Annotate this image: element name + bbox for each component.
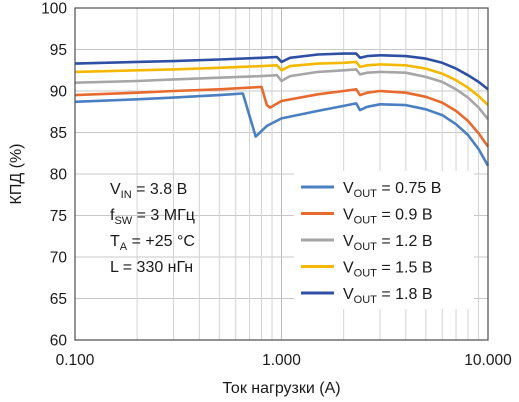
legend: VOUT = 0.75 В VOUT = 0.9 В VOUT = 1.2 В VOU… [301,180,441,306]
test-conditions: VIN = 3.8 В fSW = 3 МГц TA = +25 °C L = 330… [110,181,195,276]
condition-line: L = 330 нГн [110,259,193,276]
y-axis-title: КПД (%) [8,144,25,205]
legend-label-3: VOUT = 1.5 В [343,260,433,280]
x-tick-labels: 0.100 1.000 10.000 [56,352,512,369]
series-line-4 [74,52,489,91]
condition-line: VIN = 3.8 В [110,181,187,201]
y-tick-label: 70 [50,250,68,267]
condition-line: TA = +25 °C [110,233,195,253]
legend-label-2: VOUT = 1.2 В [343,233,433,253]
y-tick-label: 65 [50,291,67,308]
series-line-1 [74,85,490,148]
y-tick-label: 85 [50,125,67,142]
series-line-2 [74,68,490,121]
series-layer [74,52,490,167]
x-tick-label: 1.000 [262,352,301,369]
condition-line: fSW = 3 МГц [110,207,195,227]
y-tick-label: 100 [41,1,67,18]
x-tick-label: 10.000 [464,352,512,369]
series-line-0 [74,92,490,167]
y-tick-label: 90 [50,84,68,101]
legend-label-0: VOUT = 0.75 В [343,180,441,200]
x-axis-title: Ток нагрузки (А) [222,380,340,397]
series-line-3 [74,60,489,107]
y-tick-labels: 60 65 70 75 80 85 90 95 100 [41,1,67,350]
y-tick-label: 95 [50,42,67,59]
x-tick-label: 0.100 [56,352,95,369]
legend-label-1: VOUT = 0.9 В [343,207,433,227]
y-tick-label: 60 [50,333,68,350]
legend-label-4: VOUT = 1.8 В [343,286,433,306]
plot-frame [74,7,489,341]
y-tick-label: 75 [50,208,67,225]
y-tick-label: 80 [50,167,68,184]
